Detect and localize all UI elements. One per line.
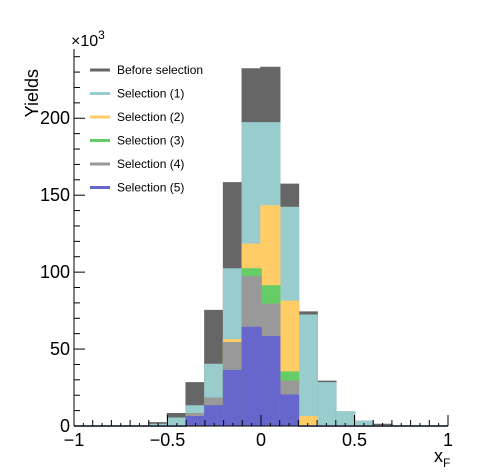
bar-series6-bin6 (186, 416, 205, 426)
x-tick-label: 0 (256, 430, 266, 450)
y-axis-title: Yields (22, 69, 42, 117)
bar-series2-bin14 (335, 412, 355, 426)
bar-series3-bin12 (298, 416, 318, 426)
legend-label-5: Selection (4) (117, 157, 184, 171)
axes-layer (73, 49, 449, 427)
y-tick-label: 50 (50, 339, 70, 359)
x-axis-title-subscript: F (443, 456, 450, 470)
bar-series6-bin11 (279, 395, 299, 426)
y-multiplier-base: ×10 (71, 33, 98, 50)
legend-label-3: Selection (2) (117, 110, 184, 124)
legend-label-1: Before selection (117, 63, 203, 77)
series-6 (74, 326, 448, 427)
x-tick-label: 1 (443, 430, 453, 450)
x-axis-title: xF (434, 446, 450, 470)
bar-series2-bin12 (298, 315, 318, 426)
labels-layer: −1 −0.5 0 0.5 1 0 50 100 150 200 ×103 Yields xF (22, 28, 453, 470)
y-axis-multiplier: ×103 (71, 28, 105, 50)
legend-label-6: Selection (5) (117, 181, 184, 195)
bar-series6-bin7 (204, 405, 224, 426)
y-tick-label: 150 (40, 185, 70, 205)
x-tick-label: 0.5 (342, 430, 367, 450)
x-tick-label: −0.5 (150, 430, 186, 450)
series-outline-2 (74, 122, 448, 427)
y-multiplier-exponent: 3 (98, 28, 105, 42)
x-tick-label: −1 (64, 430, 85, 450)
bars-layer (74, 66, 448, 427)
bar-series6-bin8 (223, 370, 243, 426)
legend-label-2: Selection (1) (117, 87, 184, 101)
y-tick-label: 200 (40, 108, 70, 128)
legend-label-4: Selection (3) (117, 134, 184, 148)
y-tick-label: 0 (60, 416, 70, 436)
bar-series6-bin10 (261, 336, 280, 426)
bar-series2-bin13 (317, 382, 336, 426)
bar-series2-bin5 (167, 418, 187, 426)
y-tick-label: 100 (40, 262, 70, 282)
bar-series6-bin9 (242, 327, 261, 426)
x-axis-title-main: x (434, 446, 443, 466)
legend: Before selection Selection (1) Selection (… (90, 63, 203, 195)
